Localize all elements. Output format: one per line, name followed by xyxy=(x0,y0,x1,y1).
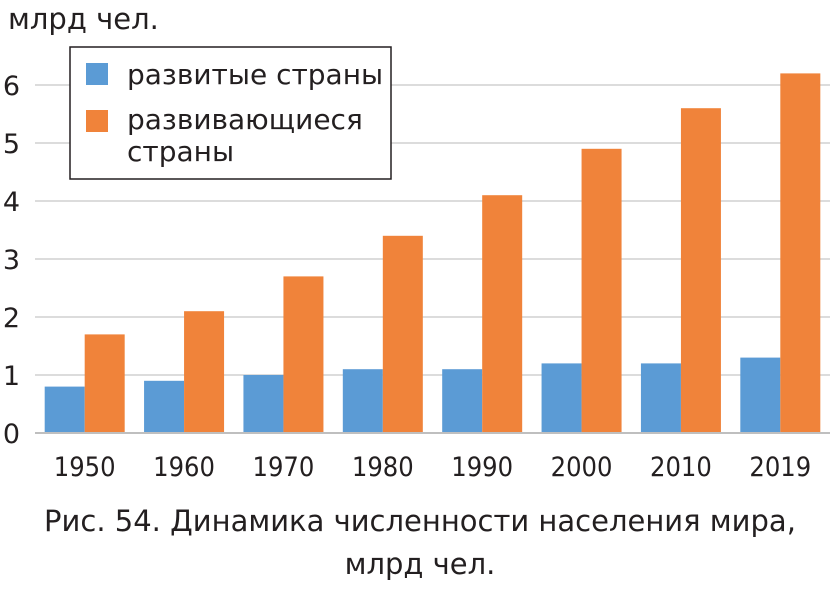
bar-developed xyxy=(541,363,582,433)
y-axis-unit-label: млрд чел. xyxy=(8,2,159,36)
bar-developed xyxy=(342,369,383,433)
y-tick-label: 4 xyxy=(3,187,20,218)
y-tick-label: 5 xyxy=(3,129,20,160)
y-tick-label: 0 xyxy=(3,419,20,450)
legend-box xyxy=(69,46,392,180)
y-axis-ticks: 0 1 2 3 4 5 6 xyxy=(3,71,20,450)
bar-developing xyxy=(780,73,821,434)
bar-developed xyxy=(640,363,681,433)
x-tick-label: 1950 xyxy=(54,452,116,483)
x-tick-label: 2000 xyxy=(551,452,613,483)
bar-developing xyxy=(184,311,225,433)
bar-developing xyxy=(382,235,423,433)
bar-developing xyxy=(84,334,125,433)
x-tick-label: 1960 xyxy=(153,452,215,483)
legend-label-developing-line1: развивающиеся xyxy=(127,103,363,136)
figure-caption-line2: млрд чел. xyxy=(344,547,496,581)
bar-developed xyxy=(44,386,85,433)
x-tick-label: 1980 xyxy=(352,452,414,483)
legend-swatch-developed xyxy=(86,63,108,85)
y-tick-label: 6 xyxy=(3,71,20,102)
x-tick-label: 2019 xyxy=(749,452,811,483)
bar-developing xyxy=(283,276,324,433)
x-axis-ticks: 1950 1960 1970 1980 1990 2000 2010 2019 xyxy=(54,452,811,483)
x-tick-label: 1990 xyxy=(451,452,513,483)
y-tick-label: 2 xyxy=(3,303,20,334)
legend-swatch-developing xyxy=(86,110,108,132)
figure-caption-line1: Рис. 54. Динамика численности населения … xyxy=(44,504,796,538)
legend: развитые страны развивающиеся страны xyxy=(69,46,392,180)
legend-label-developing-line2: страны xyxy=(127,135,234,168)
bars xyxy=(44,73,821,434)
bar-developed xyxy=(243,375,284,433)
y-tick-label: 1 xyxy=(3,361,20,392)
bar-developed xyxy=(442,369,483,433)
bar-developing xyxy=(482,195,523,433)
bar-developed xyxy=(740,357,781,433)
y-tick-label: 3 xyxy=(3,245,20,276)
legend-label-developed: развитые страны xyxy=(127,58,383,91)
x-tick-label: 2010 xyxy=(650,452,712,483)
bar-developing xyxy=(581,148,622,434)
bar-chart: 0 1 2 3 4 5 6 1950 1960 1970 1980 1990 2000 2010 2019… xyxy=(3,46,830,483)
gridlines xyxy=(35,84,830,376)
x-tick-label: 1970 xyxy=(253,452,315,483)
bar-developed xyxy=(144,380,185,433)
bar-developing xyxy=(680,108,721,433)
